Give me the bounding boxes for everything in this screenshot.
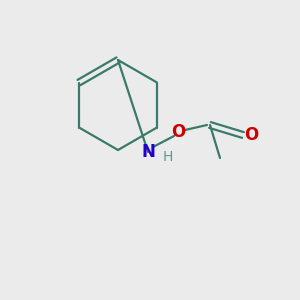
Text: H: H — [163, 150, 173, 164]
Text: N: N — [141, 143, 155, 161]
Text: O: O — [171, 123, 185, 141]
Text: O: O — [244, 126, 258, 144]
